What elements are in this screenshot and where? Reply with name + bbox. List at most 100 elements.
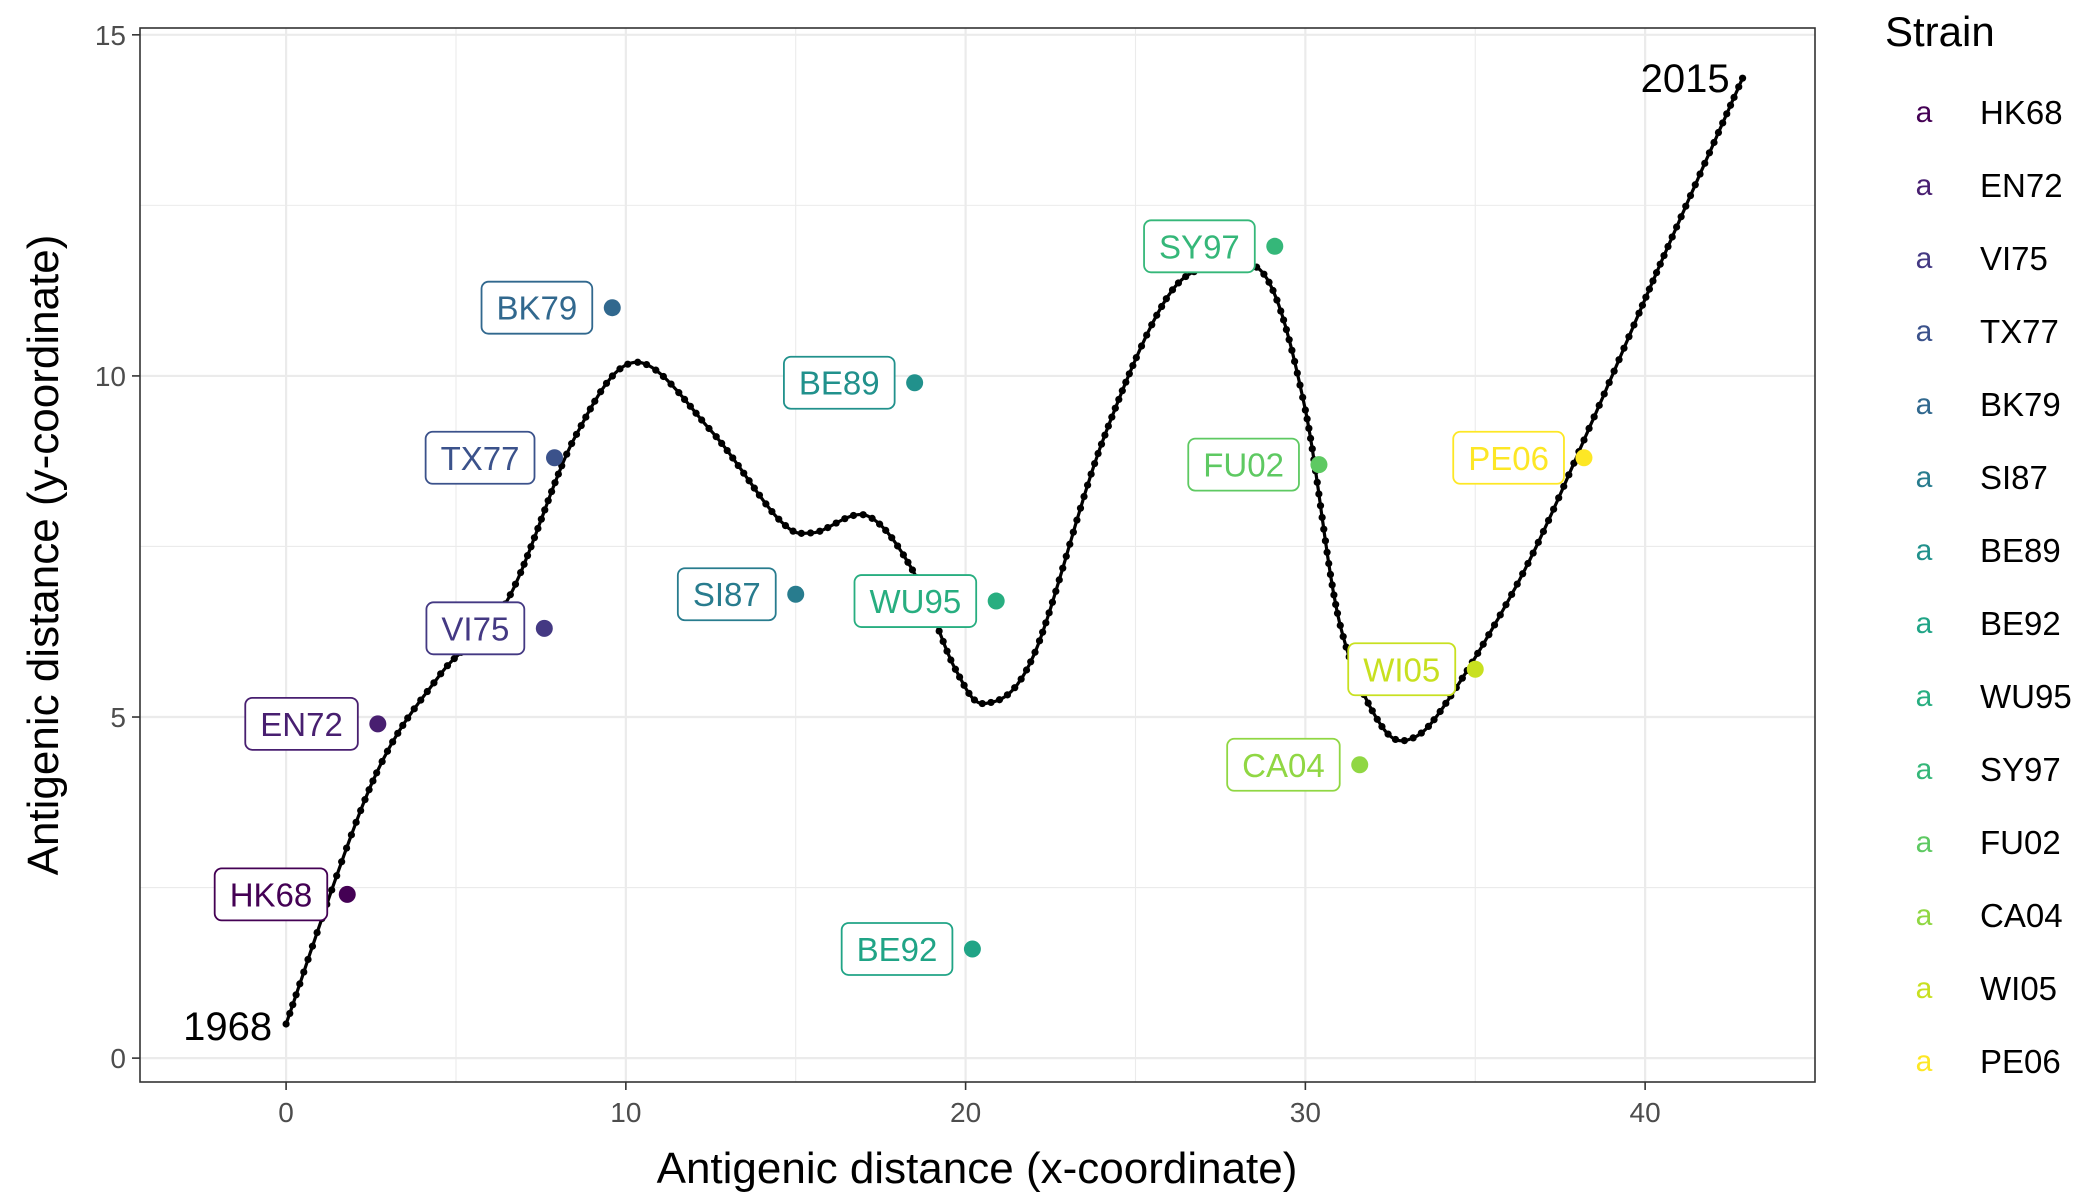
path-dot bbox=[389, 738, 397, 746]
path-dot bbox=[399, 721, 407, 730]
path-dot bbox=[1710, 138, 1718, 147]
x-axis-title: Antigenic distance (x-coordinate) bbox=[657, 1144, 1298, 1193]
path-dot bbox=[1436, 707, 1444, 716]
plot-background bbox=[140, 28, 1815, 1082]
strain-label-wu95: WU95 bbox=[853, 574, 978, 628]
path-dot bbox=[1108, 413, 1116, 421]
path-dot bbox=[908, 566, 917, 574]
path-dot bbox=[1677, 213, 1685, 221]
plot-border bbox=[139, 27, 1816, 1083]
path-dot bbox=[1550, 505, 1558, 513]
path-dot bbox=[1580, 436, 1588, 444]
path-dot bbox=[832, 519, 840, 527]
path-dot bbox=[378, 757, 386, 766]
path-dot bbox=[750, 484, 758, 492]
path-dot bbox=[1620, 344, 1628, 352]
path-dot bbox=[616, 365, 624, 373]
path-dot bbox=[296, 980, 304, 988]
path-dot bbox=[868, 514, 876, 522]
strain-label-box bbox=[425, 601, 526, 656]
path-dot bbox=[554, 470, 562, 478]
path-dot bbox=[1585, 424, 1593, 433]
strain-label-bk79: BK79 bbox=[480, 280, 594, 335]
x-tick-label: 30 bbox=[1290, 1097, 1321, 1128]
strain-label-text: WU95 bbox=[869, 583, 961, 620]
path-dot bbox=[534, 524, 542, 533]
path-dot bbox=[712, 433, 720, 441]
path-dot bbox=[417, 696, 425, 704]
strain-label-text: EN72 bbox=[260, 706, 343, 743]
path-dot bbox=[591, 397, 599, 405]
path-dot bbox=[1048, 598, 1057, 606]
path-dot bbox=[563, 450, 571, 458]
path-dot bbox=[1364, 699, 1372, 707]
path-dot bbox=[404, 714, 412, 722]
path-dot bbox=[965, 689, 973, 697]
path-dot bbox=[947, 656, 955, 664]
path-dot bbox=[1069, 528, 1077, 536]
path-dot bbox=[1282, 325, 1290, 334]
path-dot bbox=[383, 747, 392, 755]
path-dot bbox=[939, 637, 947, 646]
path-dot bbox=[548, 487, 556, 496]
legend-label-bk79: BK79 bbox=[1980, 386, 2061, 423]
path-dot bbox=[1162, 295, 1170, 303]
legend-label-tx77: TX77 bbox=[1980, 313, 2059, 350]
legend-label-vi75: VI75 bbox=[1980, 240, 2048, 277]
path-dot bbox=[333, 872, 341, 880]
strain-label-box bbox=[480, 280, 594, 335]
legend-key-ca04: a bbox=[1916, 899, 1933, 932]
path-dot bbox=[1101, 431, 1109, 439]
path-dot bbox=[1104, 422, 1112, 430]
path-dot bbox=[1625, 333, 1633, 341]
strain-label-box bbox=[1347, 642, 1457, 697]
path-dot bbox=[667, 380, 675, 388]
path-dot bbox=[523, 552, 532, 560]
path-dot bbox=[1073, 516, 1081, 524]
path-dot bbox=[1630, 321, 1638, 329]
strain-label-hk68: HK68 bbox=[213, 867, 329, 922]
strain-label-si87: SI87 bbox=[676, 567, 777, 622]
path-dot bbox=[572, 430, 581, 438]
path-dot bbox=[308, 942, 317, 950]
legend-key-be89: a bbox=[1916, 534, 1933, 567]
path-dot bbox=[1066, 540, 1074, 548]
path-dot bbox=[602, 379, 611, 387]
legend-key-fu02: a bbox=[1916, 826, 1933, 859]
strain-label-be89: BE89 bbox=[783, 355, 896, 410]
y-tick-label: 15 bbox=[95, 20, 126, 51]
strain-point-si87 bbox=[787, 585, 805, 603]
path-dot bbox=[740, 469, 748, 477]
legend: Strain a HK68 a EN72 a VI75 a TX77 a BK79 a SI87 a BE… bbox=[1885, 8, 2072, 1080]
legend-label-fu02: FU02 bbox=[1980, 824, 2061, 861]
path-dot bbox=[1174, 279, 1183, 287]
path-dot bbox=[410, 705, 418, 713]
path-dot bbox=[1378, 723, 1386, 731]
path-dot bbox=[347, 831, 356, 839]
path-dot bbox=[970, 696, 979, 704]
path-dot bbox=[745, 477, 753, 485]
path-dot bbox=[1087, 470, 1095, 478]
legend-key-sy97: a bbox=[1916, 753, 1933, 786]
path-dot bbox=[292, 991, 300, 999]
legend-label-si87: SI87 bbox=[1980, 459, 2048, 496]
strain-label-text: SY97 bbox=[1159, 228, 1240, 265]
path-dot bbox=[1373, 715, 1381, 723]
strain-label-be92: BE92 bbox=[840, 922, 954, 976]
strain-point-vi75 bbox=[535, 619, 553, 637]
path-dot bbox=[1330, 591, 1338, 599]
strain-label-text: BE89 bbox=[799, 365, 880, 402]
path-dot bbox=[762, 500, 770, 508]
strain-label-box bbox=[1187, 437, 1300, 492]
path-dot bbox=[1714, 128, 1723, 137]
path-dot bbox=[1529, 549, 1537, 557]
path-dot bbox=[1605, 378, 1613, 387]
strain-point-hk68 bbox=[338, 885, 356, 903]
path-dot bbox=[1502, 601, 1510, 609]
legend-title: Strain bbox=[1885, 8, 1995, 55]
path-dot bbox=[775, 515, 783, 523]
axes: 0 10 20 30 40 0 5 10 15 bbox=[95, 20, 1661, 1128]
path-dot bbox=[987, 698, 995, 707]
strain-label-text: VI75 bbox=[441, 610, 509, 647]
path-dot bbox=[1288, 346, 1296, 354]
